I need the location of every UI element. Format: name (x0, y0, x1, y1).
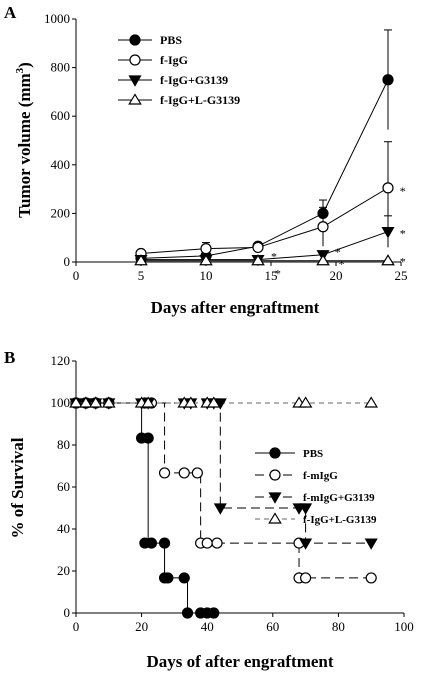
panel-a-significance-asterisk: * (400, 184, 406, 198)
panel-b-legend-marker (269, 447, 281, 459)
panel-b-data-point (181, 607, 194, 619)
panel-b-data-point (364, 538, 378, 550)
panel-a-label: A (4, 3, 17, 22)
panel-b-x-tick-label: 60 (266, 619, 279, 634)
panel-b-x-axis-label: Days of after engraftment (146, 652, 333, 671)
panel-b-data-point (206, 396, 221, 408)
panel-b-data-point (299, 538, 313, 550)
panel-b-data-point (101, 396, 116, 408)
panel-a-y-tick-label: 200 (51, 205, 71, 220)
panel-b-data-point (88, 396, 103, 408)
panel-b-data-point (162, 572, 174, 584)
panel-b-series-line (76, 402, 372, 579)
panel-a-x-tick-label: 25 (395, 268, 408, 283)
panel-a-y-axis-label: Tumor volume (mm3) (14, 62, 34, 218)
panel-a-data-point (199, 254, 213, 266)
panel-a-data-point (381, 254, 395, 266)
panel-b-data-point (142, 432, 154, 444)
panel-a-legend-marker (128, 75, 142, 87)
panel-a-chart: 0 5 10 15 20 2502004006008001000*******PBSf-I… (44, 11, 408, 283)
panel-a-data-point (382, 182, 394, 194)
panel-b-data-point (178, 467, 190, 479)
panel-b-x-tick-label: 20 (135, 619, 148, 634)
panel-b-data-point (298, 396, 313, 408)
panel-b-label: B (4, 348, 15, 367)
panel-a-y-tick-label: 0 (64, 254, 71, 269)
panel-a-legend-label: f-IgG+G3139 (160, 73, 228, 87)
panel-b-legend-marker (268, 512, 282, 524)
panel-b-data-point (365, 572, 377, 584)
panel-a-y-tick-label: 600 (51, 108, 71, 123)
panel-a-data-point (382, 74, 394, 86)
panel-a-significance-asterisk: * (275, 267, 281, 281)
panel-a-legend-marker (128, 93, 142, 105)
panel-b-data-point (211, 537, 223, 549)
panel-b-data-point (158, 537, 171, 549)
panel-b-y-tick-label: 20 (57, 563, 70, 578)
panel-a-legend-label: PBS (160, 33, 182, 47)
panel-a-y-tick-label: 400 (51, 157, 71, 172)
panel-a-data-point (252, 241, 264, 254)
panel-a-significance-asterisk: * (400, 227, 406, 241)
panel-b-data-point (145, 537, 158, 549)
panel-b-data-point (213, 503, 227, 515)
panel-b-y-tick-label: 60 (57, 479, 70, 494)
panel-b-data-point (183, 396, 198, 408)
panel-b-y-tick-label: 80 (57, 437, 70, 452)
panel-b-data-point (201, 537, 213, 549)
panel-a-significance-asterisk: * (400, 255, 406, 269)
panel-a-legend-marker (129, 54, 141, 66)
panel-a-legend-marker (129, 34, 141, 46)
panel-b-legend-label: PBS (303, 448, 323, 460)
panel-a-data-point (316, 254, 330, 266)
panel-a-significance-asterisk: * (339, 257, 345, 271)
panel-b-data-point (158, 467, 171, 479)
panel-b-chart: 0 20 40 60 80 100 0 20 40 60 80 100 120 PBS f-mIgG f-mI… (51, 353, 414, 634)
panel-b-y-tick-label: 120 (51, 353, 71, 368)
panel-a-significance-asterisk: * (271, 250, 277, 264)
panel-b-legend-label: f-mIgG+G3139 (303, 492, 375, 504)
panel-a-x-tick-label: 15 (265, 268, 278, 283)
panel-b-y-tick-label: 40 (57, 521, 70, 536)
panel-a-significance-asterisk: * (335, 245, 341, 259)
panel-b-data-point (300, 572, 312, 584)
panel-b-data-point (79, 396, 93, 408)
panel-b-x-tick-label: 100 (394, 619, 414, 634)
panel-b-y-tick-label: 100 (51, 395, 71, 410)
panel-b-legend-label: f-mIgG (303, 470, 338, 482)
panel-a-data-point (134, 254, 148, 266)
panel-a-data-point (251, 254, 265, 266)
panel-a-data-point (200, 243, 212, 255)
panel-b-data-point (208, 607, 220, 619)
panel-a-x-tick-label: 0 (73, 268, 80, 283)
panel-b-data-point (364, 396, 379, 408)
panel-a-data-point (381, 227, 395, 239)
panel-a-data-point (317, 221, 329, 233)
panel-a-x-tick-label: 20 (330, 268, 343, 283)
panel-a-y-tick-label: 1000 (44, 11, 70, 26)
panel-b-x-tick-label: 40 (201, 619, 214, 634)
panel-b-y-tick-label: 0 (64, 605, 71, 620)
panel-a-x-axis-label: Days after engraftment (151, 298, 320, 317)
panel-b-x-tick-label: 80 (332, 619, 345, 634)
panel-b-data-point (178, 572, 190, 584)
panel-b-data-point (69, 396, 83, 408)
panel-a-legend-label: f-IgG (160, 53, 188, 67)
panel-b-x-tick-label: 0 (73, 619, 80, 634)
panel-a-x-tick-label: 5 (138, 268, 145, 283)
panel-b-legend-marker (268, 492, 282, 504)
panel-b-data-point (299, 503, 313, 515)
panel-b-y-axis-label: % of Survival (8, 437, 27, 538)
panel-b-legend-marker (269, 469, 281, 481)
panel-b-data-point (191, 467, 203, 479)
panel-a-series-line (140, 187, 389, 254)
panel-b-legend-label: f-IgG+L-G3139 (303, 514, 377, 526)
panel-a-x-tick-label: 10 (200, 268, 213, 283)
panel-b-data-point (141, 396, 155, 408)
panel-a-legend-label: f-IgG+L-G3139 (160, 93, 240, 107)
panel-a-y-tick-label: 800 (51, 60, 71, 75)
